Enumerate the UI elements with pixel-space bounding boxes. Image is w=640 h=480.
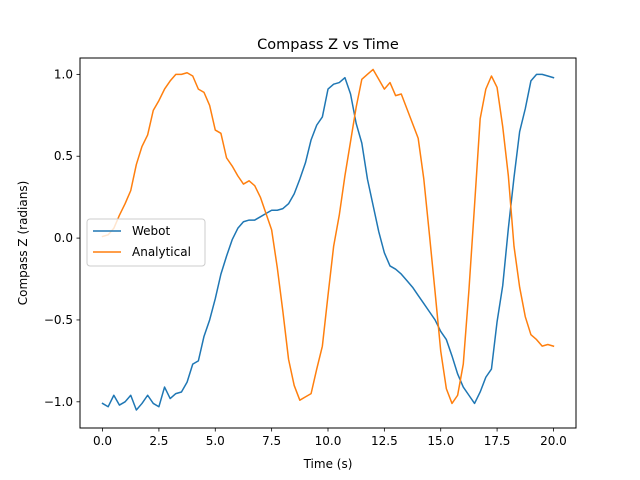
series-line-webot: [101, 73, 555, 411]
x-tick-label: 7.5: [262, 434, 281, 448]
x-tick-label: 2.5: [149, 434, 168, 448]
y-axis-label: Compass Z (radians): [16, 181, 30, 306]
legend-label-analytical: Analytical: [132, 245, 191, 259]
y-axis-ticks: −1.0 −0.5 0.0 0.5 1.0: [44, 67, 80, 409]
series-line-analytical: [101, 68, 555, 405]
x-tick-label: 15.0: [427, 434, 454, 448]
x-axis-label: Time (s): [303, 457, 353, 471]
x-tick-label: 0.0: [93, 434, 112, 448]
y-tick-label: −0.5: [44, 313, 73, 327]
x-tick-label: 12.5: [371, 434, 398, 448]
plot-lines: [101, 68, 555, 411]
y-tick-label: 0.0: [54, 231, 73, 245]
y-tick-label: −1.0: [44, 395, 73, 409]
y-tick-label: 1.0: [54, 67, 73, 81]
x-tick-label: 17.5: [484, 434, 511, 448]
x-tick-label: 5.0: [206, 434, 225, 448]
y-tick-label: 0.5: [54, 149, 73, 163]
x-tick-label: 20.0: [540, 434, 567, 448]
x-axis-ticks: 0.0 2.5 5.0 7.5 10.0 12.5 15.0 17.5 20.0: [93, 428, 567, 448]
x-tick-label: 10.0: [315, 434, 342, 448]
legend-label-webot: Webot: [132, 224, 171, 238]
legend: Webot Analytical: [86, 218, 206, 267]
chart-title: Compass Z vs Time: [257, 37, 399, 53]
